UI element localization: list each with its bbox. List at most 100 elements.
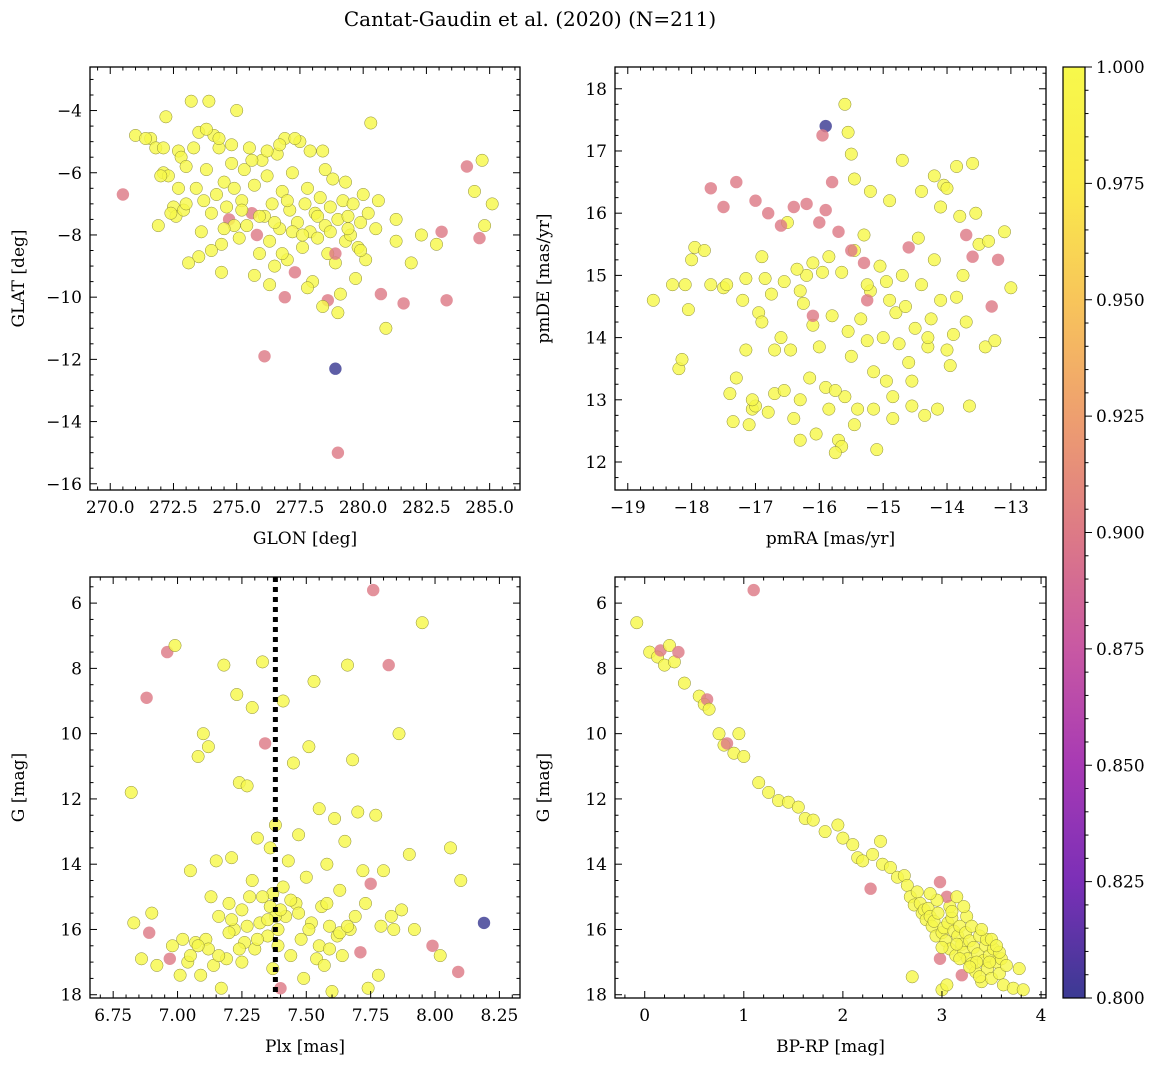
colorbar-tick-label: 0.875 [1096,640,1145,660]
scatter-point [677,676,691,690]
scatter-point [835,265,849,279]
scatter-point [793,393,807,407]
scatter-point [846,838,860,852]
scatter-point [263,278,277,292]
scatter-point [473,231,486,245]
y-tick-label: −16 [46,475,82,495]
scatter-point [663,639,676,652]
x-tick-label: 7.75 [352,1006,390,1026]
scatter-point [240,919,254,933]
scatter-point [764,287,778,301]
scatter-point [749,194,762,207]
scatter-point [940,890,954,903]
scatter-point [950,937,964,951]
scatter-point [982,234,995,248]
scatter-point [841,324,855,338]
colorbar-tick-label: 0.800 [1096,989,1145,1009]
scatter-point [326,172,340,186]
scatter-point [184,94,198,108]
y-tick-label: 12 [585,790,607,810]
scatter-point [341,919,354,933]
scatter-point [260,169,274,183]
scatter-point [124,785,138,799]
scatter-point [963,960,977,974]
scatter-point [397,297,410,310]
scatter-point [892,337,906,351]
scatter-point [292,828,306,842]
scatter-point [883,861,897,874]
scatter-point [331,306,345,320]
x-tick-label: 0 [639,1006,650,1026]
scatter-point [389,234,403,248]
scatter-point [866,847,880,861]
scatter-point [998,225,1011,239]
y-axis-label: G [mag] [9,753,29,822]
scatter-point [876,331,890,345]
y-tick-label: 13 [585,391,607,411]
scatter-point [915,184,928,198]
scatter-point [969,206,983,220]
scatter-point [163,952,176,965]
scatter-point [284,949,298,963]
scatter-point [723,387,737,401]
scatter-point [863,184,877,198]
scatter-point [847,172,861,186]
scatter-point [825,309,839,323]
scatter-point [265,197,279,211]
scatter-point [874,834,887,848]
scatter-point [258,737,272,750]
scatter-point [975,923,989,936]
scatter-point [700,693,714,706]
scatter-point [841,125,855,139]
scatter-point [202,94,216,108]
scatter-point [630,616,644,630]
scatter-point [940,181,954,195]
scatter-point [312,802,326,816]
scatter-point [288,132,302,145]
scatter-point [196,727,210,741]
scatter-point [201,740,215,754]
scatter-point [333,883,347,897]
scatter-point [945,905,959,918]
scatter-point [261,913,275,927]
x-tick-label: −19 [610,498,646,518]
scatter-point [151,219,165,233]
scatter-point [346,753,360,767]
scatter-point [354,946,367,959]
scatter-point [250,228,264,242]
x-axis-label: Plx [mas] [265,1037,345,1057]
scatter-point [666,278,679,292]
scatter-point [946,328,960,341]
scatter-point [225,156,239,170]
scatter-point [867,365,881,379]
scatter-point [966,250,979,263]
x-tick-label: −13 [993,498,1029,518]
scatter-point [139,132,153,145]
scatter-point [371,968,385,982]
scatter-point [215,265,228,279]
scatter-point [847,418,861,432]
scatter-point [953,952,967,966]
scatter-point [183,949,197,963]
scatter-point [927,169,941,183]
scatter-point [176,932,190,946]
scatter-point [747,583,760,597]
scatter-point [145,906,159,920]
scatter-point [485,197,499,211]
y-tick-label: −4 [57,102,82,122]
x-tick-label: 275.0 [212,498,261,518]
scatter-point [232,231,246,245]
scatter-point [940,343,954,357]
scatter-point [831,818,845,832]
scatter-point [818,825,832,839]
scatter-point [379,321,393,335]
scatter-point [883,293,897,307]
scatter-point [879,374,893,388]
scatter-point [209,854,223,868]
scatter-point [143,926,156,939]
scatter-point [468,184,481,198]
scatter-point [460,160,474,173]
scatter-point [316,300,330,313]
scatter-point [985,300,998,313]
scatter-point [864,882,877,895]
